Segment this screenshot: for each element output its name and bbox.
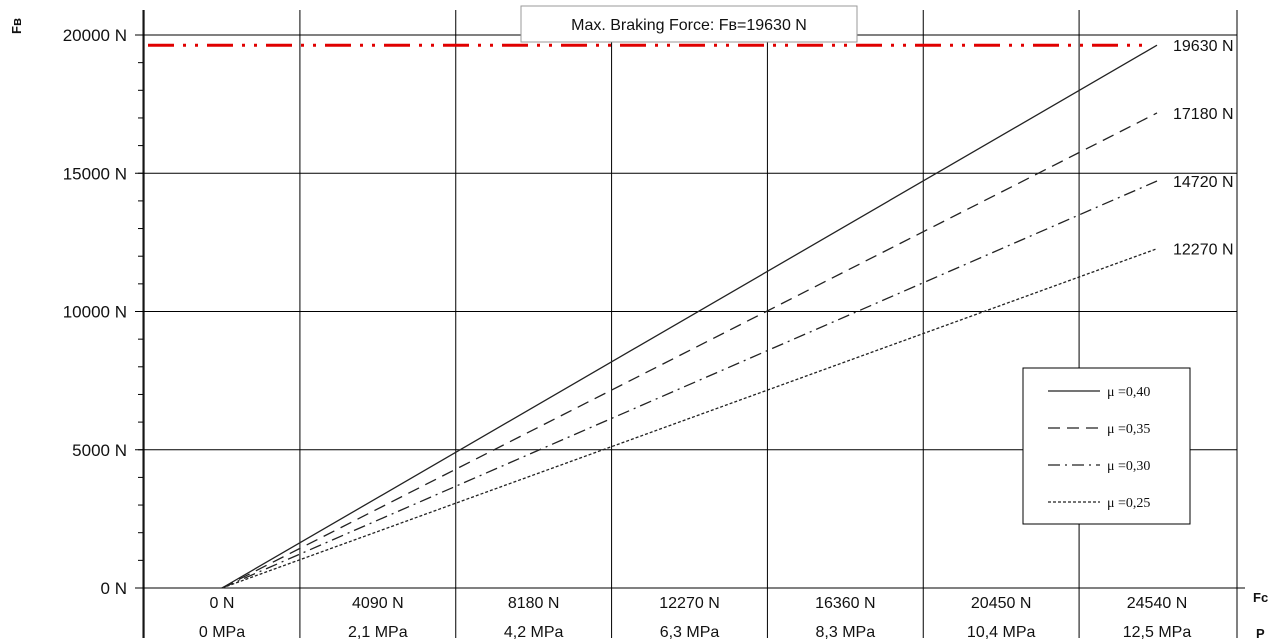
y-tick-label: 20000 N — [63, 26, 127, 45]
x2-tick-label: 10,4 MPa — [967, 624, 1036, 641]
x-tick-label: 20450 N — [971, 595, 1032, 612]
series-line — [221, 112, 1158, 589]
legend-label: μ =0,30 — [1107, 459, 1150, 474]
x2-tick-label: 4,2 MPa — [504, 624, 564, 641]
annotation-box: Max. Braking Force: Fʙ=19630 N — [520, 5, 858, 43]
x2-axis-title: P — [1256, 626, 1265, 641]
x-tick-label: 0 N — [210, 595, 235, 612]
series-end-label: 19630 N — [1173, 38, 1234, 55]
series-end-label: 12270 N — [1173, 242, 1234, 259]
y-tick-label: 15000 N — [63, 164, 127, 183]
grid — [135, 10, 1237, 638]
x2-tick-label: 6,3 MPa — [660, 624, 720, 641]
series-line — [221, 180, 1158, 589]
x-tick-label: 24540 N — [1127, 595, 1188, 612]
series-end-label: 14720 N — [1173, 174, 1234, 191]
legend: μ =0,40 μ =0,35 μ =0,30 μ =0,25 — [1022, 367, 1191, 525]
x-axis-title: Fc — [1253, 590, 1268, 605]
x2-tick-label: 8,3 MPa — [816, 624, 876, 641]
tick-labels: 0 N 5000 N 10000 N 15000 N 20000 N 0 N 0 MPa 40… — [63, 26, 1234, 641]
y-tick-label: 10000 N — [63, 303, 127, 322]
legend-label: μ =0,25 — [1107, 496, 1150, 511]
x-tick-label: 12270 N — [659, 595, 720, 612]
y-tick-label: 5000 N — [72, 441, 127, 460]
annotation-text: Max. Braking Force: Fʙ=19630 N — [571, 17, 807, 34]
series-line — [221, 248, 1158, 589]
legend-frame — [1022, 367, 1191, 525]
x2-tick-label: 0 MPa — [199, 624, 245, 641]
series-line — [221, 44, 1158, 589]
y-axis-title: Fʙ — [9, 18, 24, 34]
annotation-frame — [520, 5, 858, 43]
axes — [135, 10, 1245, 638]
x-tick-label: 8180 N — [508, 595, 560, 612]
x-tick-label: 4090 N — [352, 595, 404, 612]
series-lines — [148, 43, 1158, 589]
legend-label: μ =0,40 — [1107, 385, 1150, 400]
y-tick-label: 0 N — [101, 579, 127, 598]
legend-label: μ =0,35 — [1107, 422, 1150, 437]
x2-tick-label: 12,5 MPa — [1123, 624, 1192, 641]
series-end-label: 17180 N — [1173, 106, 1234, 123]
x2-tick-label: 2,1 MPa — [348, 624, 408, 641]
x-tick-label: 16360 N — [815, 595, 876, 612]
